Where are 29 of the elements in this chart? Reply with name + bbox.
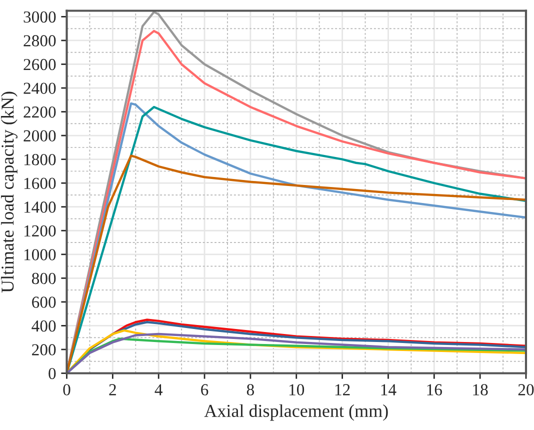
y-tick-label: 400 bbox=[32, 320, 56, 332]
y-tick-label: 1200 bbox=[24, 225, 56, 237]
y-tick-label: 3000 bbox=[24, 11, 56, 23]
y-tick-label: 200 bbox=[32, 344, 56, 356]
y-tick-label: 2200 bbox=[24, 106, 56, 118]
y-tick-label: 2000 bbox=[24, 130, 56, 142]
x-tick-label: 8 bbox=[246, 384, 254, 396]
y-tick-label: 1400 bbox=[24, 202, 56, 213]
x-axis-title: Axial displacement (mm) bbox=[204, 404, 388, 421]
x-tick-label: 12 bbox=[335, 384, 350, 396]
y-tick-label: 1000 bbox=[24, 249, 56, 260]
x-tick-label: 10 bbox=[290, 384, 304, 396]
y-tick-label: 2400 bbox=[24, 82, 56, 94]
y-tick-label: 600 bbox=[32, 296, 56, 308]
x-tick-label: 2 bbox=[109, 384, 116, 396]
y-tick-label: 2800 bbox=[24, 35, 56, 46]
y-tick-label: 1600 bbox=[24, 178, 56, 190]
y-tick-label: 1800 bbox=[24, 154, 56, 166]
y-tick-label: 0 bbox=[48, 368, 56, 380]
x-tick-label: 14 bbox=[381, 384, 396, 396]
x-tick-label: 16 bbox=[427, 384, 442, 396]
y-tick-label: 2600 bbox=[24, 58, 56, 70]
y-axis-title: Ultimate load capacity (kN) bbox=[1, 92, 18, 293]
x-tick-label: 0 bbox=[63, 384, 70, 396]
x-tick-label: 20 bbox=[518, 384, 534, 396]
x-tick-label: 4 bbox=[154, 384, 163, 396]
x-tick-label: 18 bbox=[473, 384, 488, 396]
x-tick-label: 6 bbox=[201, 384, 208, 396]
y-tick-label: 800 bbox=[32, 272, 56, 284]
